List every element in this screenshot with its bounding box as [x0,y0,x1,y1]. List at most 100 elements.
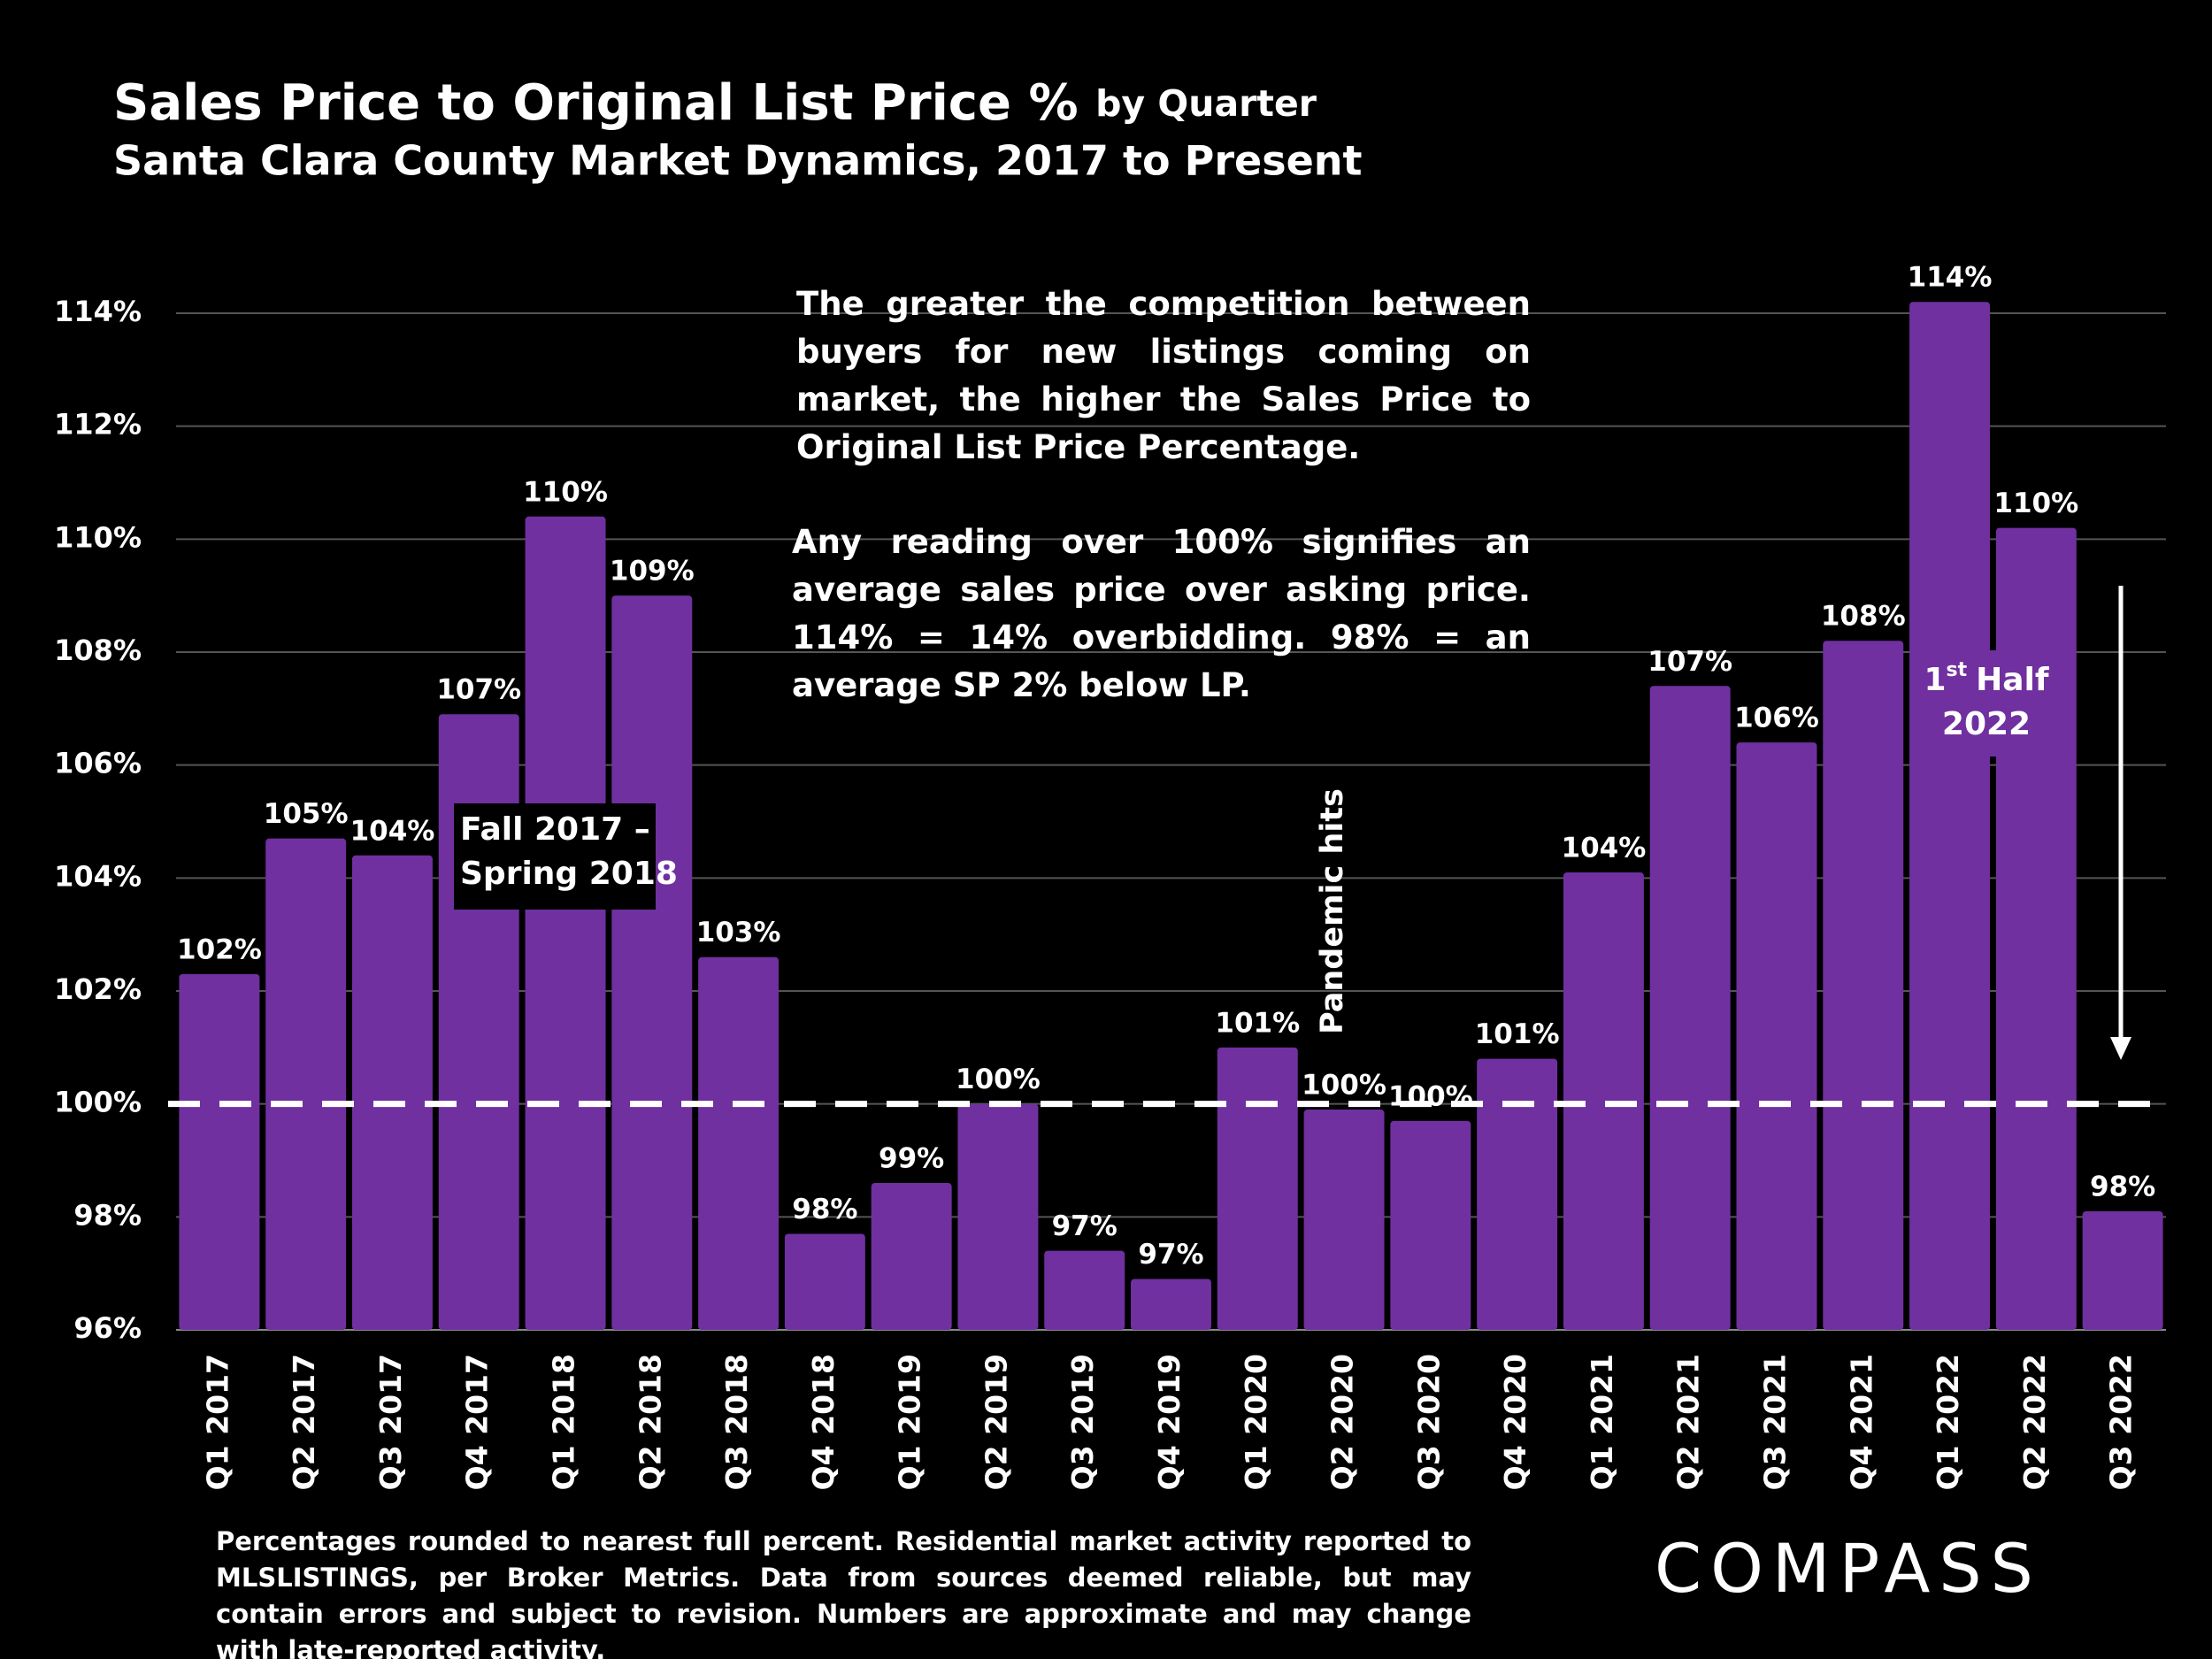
bar [1131,1279,1211,1330]
annotation-fall: Spring 2018 [460,856,678,892]
x-tick-label: Q2 2019 [979,1354,1013,1490]
value-label: 109% [610,556,695,588]
bar [698,956,780,1330]
y-tick-label: 98% [73,1198,142,1232]
chart-title: Sales Price to Original List Price % by … [113,74,1317,132]
annotation-half-suffix: st [1947,659,1968,681]
value-label: 97% [1138,1239,1203,1271]
bar [2082,1210,2163,1330]
y-tick-label: 108% [54,634,142,667]
value-label: 110% [523,476,608,508]
value-label: 114% [1908,262,1993,294]
bar [957,1103,1039,1330]
value-label: 104% [350,815,435,847]
annotation-paragraph: The greater the competition between buye… [796,285,1531,466]
chart-subtitle: Santa Clara County Market Dynamics, 2017… [113,137,1363,185]
value-label: 99% [879,1143,944,1175]
x-tick-label: Q4 2017 [460,1354,495,1490]
value-label: 110% [1993,488,2078,519]
value-label: 100% [1302,1070,1386,1102]
value-label: 106% [1734,703,1819,734]
value-label: 98% [2090,1171,2155,1202]
bar [265,838,347,1330]
annotation-paragraph: Any reading over 100% signifies an avera… [792,523,1531,704]
x-tick-label: Q2 2020 [1325,1354,1360,1490]
bar [1649,686,1731,1330]
logo: COMPASS [1655,1529,2042,1608]
x-tick-label: Q2 2018 [633,1354,667,1490]
arrow-head [2110,1037,2131,1060]
bar [1909,302,1991,1330]
title-suffix: by Quarter [1095,82,1317,125]
y-tick-label: 112% [54,408,142,442]
bar [1303,1110,1385,1330]
value-label: 97% [1052,1210,1118,1242]
bar [1563,872,1644,1330]
x-tick-label: Q3 2018 [719,1354,754,1490]
value-label: 98% [792,1194,857,1225]
y-tick-label: 106% [54,747,142,780]
bar [1217,1047,1298,1330]
x-tick-label: Q3 2021 [1757,1354,1792,1490]
y-tick-label: 104% [54,859,142,893]
annotation-half: 1st Half [1924,659,2048,698]
x-tick-label: Q4 2021 [1844,1354,1878,1490]
y-tick-label: 96% [73,1311,142,1345]
value-label: 103% [696,917,781,949]
annotation-half-number: 1 [1924,662,1946,698]
x-tick-label: Q2 2021 [1671,1354,1706,1490]
bar [1390,1120,1471,1330]
value-label: 107% [436,674,521,706]
annotation-text: The greater the competition between buye… [792,280,1531,710]
annotation-fall: Fall 2017 – [460,811,650,848]
footnote: Percentages rounded to nearest full perc… [216,1526,1471,1659]
bar [179,973,260,1330]
value-label: 101% [1475,1018,1560,1050]
x-tick-label: Q2 2017 [287,1354,321,1490]
y-tick-label: 114% [54,295,142,328]
bar [351,855,433,1330]
value-label: 101% [1215,1007,1300,1039]
annotation-half-rest: Half [1976,662,2049,698]
bar [871,1183,952,1330]
bar [1995,527,2077,1330]
x-tick-label: Q4 2019 [1152,1354,1187,1490]
x-tick-label: Q4 2020 [1498,1354,1532,1490]
x-tick-label: Q4 2018 [806,1354,841,1490]
x-tick-label: Q2 2022 [2017,1354,2052,1490]
x-tick-label: Q3 2022 [2104,1354,2139,1490]
annotation-box [454,803,656,910]
x-tick-label: Q1 2018 [547,1354,581,1490]
bar [1044,1250,1125,1330]
bar [1477,1058,1558,1330]
x-tick-label: Q1 2017 [200,1354,234,1490]
value-label: 104% [1562,832,1647,864]
value-label: 102% [177,933,262,965]
y-tick-label: 110% [54,520,142,554]
y-tick-label: 100% [54,1086,142,1119]
value-label: 100% [1388,1080,1473,1112]
x-tick-label: Q1 2019 [893,1354,927,1490]
x-tick-label: Q1 2020 [1239,1354,1273,1490]
title-main: Sales Price to Original List Price % [113,74,1079,132]
bar [611,595,693,1330]
y-tick-label: 102% [54,972,142,1006]
annotation-half-year: 2022 [1942,706,2031,742]
annotation-pandemic: Pandemic hits [1315,788,1350,1034]
x-tick-label: Q3 2017 [373,1354,408,1490]
bar [1736,742,1817,1330]
x-tick-label: Q3 2020 [1411,1354,1446,1490]
value-label: 100% [956,1064,1041,1095]
bar [784,1233,865,1330]
value-label: 108% [1821,601,1906,633]
bar [1823,641,1904,1330]
value-label: 107% [1647,646,1732,678]
annotation-box [1911,650,2062,757]
x-tick-label: Q1 2021 [1585,1354,1619,1490]
value-label: 105% [264,798,349,830]
x-tick-label: Q1 2022 [1931,1354,1965,1490]
x-tick-label: Q3 2019 [1065,1354,1100,1490]
bar [525,516,606,1330]
